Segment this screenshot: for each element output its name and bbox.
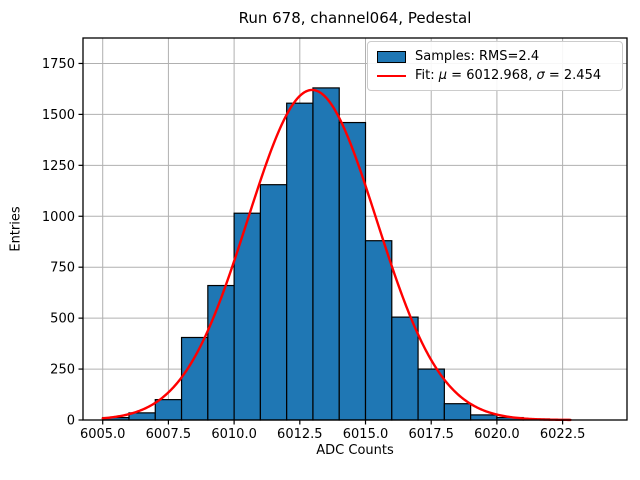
histogram-bar bbox=[338, 121, 367, 421]
histogram-bar bbox=[470, 414, 498, 421]
histogram-bar bbox=[417, 368, 445, 421]
histogram-bar bbox=[286, 102, 314, 421]
legend: Samples: RMS=2.4 Fit: μ = 6012.968, σ = … bbox=[367, 41, 623, 91]
x-tick-label: 6020.0 bbox=[474, 427, 520, 442]
histogram-bar bbox=[207, 284, 235, 421]
x-tick-label: 6012.5 bbox=[277, 427, 323, 442]
fit-curve bbox=[101, 88, 572, 422]
histogram-bar bbox=[154, 399, 183, 421]
mu-symbol: μ bbox=[438, 68, 448, 83]
histogram-bar bbox=[180, 336, 209, 421]
y-tick-label: 1750 bbox=[42, 57, 75, 72]
y-tick-label: 1000 bbox=[42, 210, 75, 225]
x-tick-label: 6007.5 bbox=[146, 427, 192, 442]
legend-entry-samples: Samples: RMS=2.4 bbox=[377, 49, 613, 64]
y-tick-label: 1250 bbox=[42, 159, 75, 174]
samples-swatch-icon bbox=[377, 50, 406, 63]
x-axis-label: ADC Counts bbox=[316, 443, 394, 458]
legend-fit-label: Fit: μ = 6012.968, σ = 2.454 bbox=[415, 68, 602, 83]
histogram-bar bbox=[233, 212, 261, 421]
histogram-bar bbox=[259, 184, 288, 421]
x-tick-label: 6017.5 bbox=[408, 427, 454, 442]
y-tick-label: 750 bbox=[50, 261, 75, 276]
fit-line-icon bbox=[377, 74, 406, 77]
histogram-bar bbox=[312, 87, 340, 421]
y-tick-label: 0 bbox=[67, 414, 75, 429]
y-tick-label: 250 bbox=[50, 363, 75, 378]
legend-entry-fit: Fit: μ = 6012.968, σ = 2.454 bbox=[377, 68, 613, 83]
axes-frame bbox=[82, 37, 628, 421]
histogram-bar bbox=[443, 403, 472, 421]
x-tick-label: 6005.0 bbox=[80, 427, 126, 442]
y-tick-label: 1500 bbox=[42, 108, 75, 123]
histogram-bar bbox=[364, 240, 393, 421]
x-tick-label: 6010.0 bbox=[211, 427, 257, 442]
x-tick-label: 6015.0 bbox=[343, 427, 389, 442]
chart-title: Run 678, channel064, Pedestal bbox=[238, 9, 472, 27]
legend-samples-label: Samples: RMS=2.4 bbox=[415, 49, 540, 64]
histogram-bar bbox=[391, 316, 419, 421]
y-tick-label: 500 bbox=[50, 312, 75, 327]
sigma-symbol: σ bbox=[536, 68, 545, 83]
x-tick-label: 6022.5 bbox=[540, 427, 586, 442]
